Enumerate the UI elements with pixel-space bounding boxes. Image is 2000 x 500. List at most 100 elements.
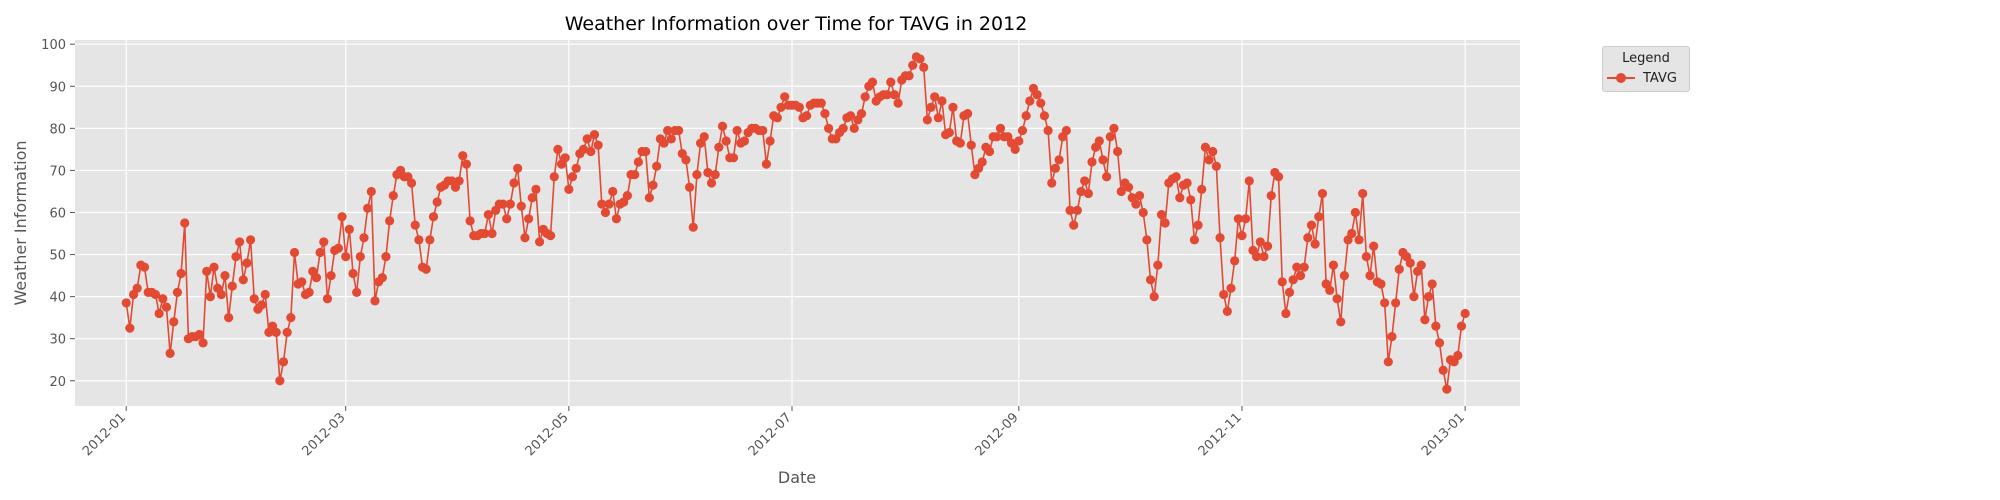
data-point [564, 184, 574, 194]
data-point [688, 222, 698, 232]
data-point [1306, 220, 1317, 230]
data-point [245, 235, 256, 245]
data-point [498, 199, 508, 209]
data-point [1252, 252, 1262, 262]
data-point [567, 172, 578, 182]
x-tick-label: 2012-09 [973, 410, 1022, 459]
data-point [256, 300, 267, 310]
data-point [154, 308, 164, 319]
data-point [549, 172, 559, 182]
data-point [1156, 209, 1167, 220]
x-tick-label: 2012-03 [300, 410, 349, 459]
data-point [886, 77, 896, 87]
data-point [930, 92, 940, 102]
data-point [304, 287, 314, 298]
data-point [1039, 111, 1050, 121]
data-point [1211, 161, 1221, 171]
data-point [227, 281, 237, 291]
data-point [648, 180, 658, 190]
data-point [1010, 144, 1020, 154]
data-point [1336, 317, 1346, 327]
data-point [1102, 172, 1112, 182]
data-point [286, 313, 296, 323]
data-point [513, 163, 523, 173]
data-point [1295, 270, 1306, 281]
data-point [1193, 220, 1203, 230]
data-point [1153, 260, 1163, 270]
data-point [520, 233, 530, 243]
data-point [1409, 292, 1419, 302]
data-point [1233, 214, 1243, 224]
data-point [652, 161, 662, 171]
data-point [1416, 260, 1426, 270]
data-point [608, 186, 618, 197]
data-point [282, 327, 292, 337]
data-point [992, 132, 1002, 142]
data-point [1142, 235, 1152, 245]
data-point [889, 90, 900, 100]
x-axis-label: Date [778, 468, 816, 487]
data-point [1065, 205, 1075, 215]
data-point [1376, 279, 1386, 289]
data-point [531, 184, 541, 194]
data-point [1149, 292, 1159, 302]
data-point [1460, 308, 1470, 319]
data-point [1358, 188, 1368, 199]
data-point [1215, 233, 1225, 243]
data-point [1182, 178, 1192, 188]
data-point [220, 270, 230, 281]
data-point [165, 348, 175, 359]
data-point [534, 237, 545, 247]
data-point [893, 98, 903, 108]
legend-label: TAVG [1643, 70, 1677, 86]
data-point [867, 77, 878, 87]
data-point [714, 142, 724, 152]
data-point [242, 258, 252, 268]
data-point [1047, 178, 1057, 188]
data-point [428, 212, 439, 222]
x-tick-label: 2012-01 [80, 410, 129, 459]
data-point [838, 123, 848, 133]
data-point [630, 170, 640, 180]
data-point [169, 317, 179, 327]
data-point [1017, 125, 1028, 136]
data-point [641, 146, 651, 157]
data-point [710, 170, 720, 180]
data-point [1061, 125, 1071, 136]
data-point [1237, 231, 1247, 241]
data-point [706, 178, 717, 188]
data-point [1087, 157, 1097, 167]
data-point [278, 357, 289, 367]
data-point [1453, 350, 1463, 361]
y-tick-label: 80 [49, 122, 66, 137]
y-tick-label: 40 [49, 291, 66, 306]
data-point [1109, 123, 1119, 133]
data-point [1332, 294, 1342, 304]
data-point [337, 212, 347, 222]
data-point [644, 193, 654, 203]
legend-title: Legend [1622, 51, 1670, 66]
data-point [370, 296, 380, 306]
data-point [1112, 146, 1123, 157]
data-point [322, 294, 333, 304]
data-point [776, 102, 786, 112]
data-point [571, 163, 581, 173]
data-point [198, 338, 208, 348]
data-point [944, 127, 954, 138]
data-point [209, 262, 219, 272]
data-point [1380, 298, 1390, 308]
data-point [385, 216, 395, 226]
data-point [1222, 306, 1232, 316]
data-point [1314, 212, 1324, 222]
data-point [977, 157, 987, 167]
data-point [1292, 262, 1302, 272]
data-point [820, 109, 830, 119]
legend-marker-icon [1607, 69, 1635, 87]
y-axis-label: Weather Information [11, 140, 30, 305]
data-point [1208, 146, 1218, 157]
data-point [1186, 195, 1196, 205]
data-point [516, 201, 526, 211]
data-point [1361, 252, 1371, 262]
data-point [699, 132, 709, 142]
